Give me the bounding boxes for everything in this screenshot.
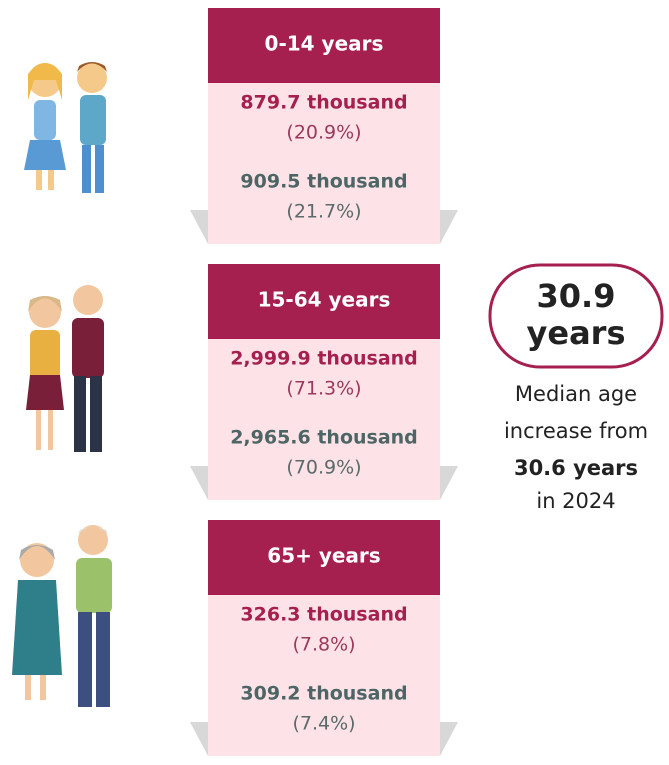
value-first: 326.3 thousand — [240, 604, 407, 626]
adults-illustration — [26, 285, 104, 452]
group-label: 15-64 years — [258, 288, 391, 312]
median-value: 30.9 — [537, 277, 616, 315]
value-first: 2,999.9 thousand — [230, 348, 418, 370]
median-note: in 2024 — [536, 489, 615, 513]
value-first: 879.7 thousand — [240, 92, 407, 114]
median-unit: years — [527, 314, 626, 352]
median-badge — [488, 263, 664, 369]
age-groups: 0-14 years 879.7 thousand (20.9%) 909.5 tho… — [190, 8, 458, 756]
group-header — [208, 520, 440, 595]
group-body — [208, 83, 440, 244]
share-second: (21.7%) — [286, 201, 361, 223]
value-second: 909.5 thousand — [240, 171, 407, 193]
value-second: 2,965.6 thousand — [230, 427, 418, 449]
group-body — [208, 595, 440, 756]
group-header — [208, 8, 440, 83]
median-note: Median age — [515, 382, 637, 406]
group-label: 0-14 years — [265, 32, 384, 56]
share-second: (7.4%) — [292, 713, 355, 735]
median-note: increase from — [504, 419, 648, 443]
children-illustration — [24, 62, 107, 193]
share-first: (71.3%) — [286, 378, 361, 400]
share-first: (20.9%) — [286, 122, 361, 144]
group-body — [208, 339, 440, 500]
group-label: 65+ years — [267, 544, 380, 568]
share-second: (70.9%) — [286, 457, 361, 479]
group-header — [208, 264, 440, 339]
value-second: 309.2 thousand — [240, 683, 407, 705]
share-first: (7.8%) — [292, 634, 355, 656]
median-previous: 30.6 years — [514, 456, 638, 480]
seniors-illustration — [12, 525, 112, 707]
